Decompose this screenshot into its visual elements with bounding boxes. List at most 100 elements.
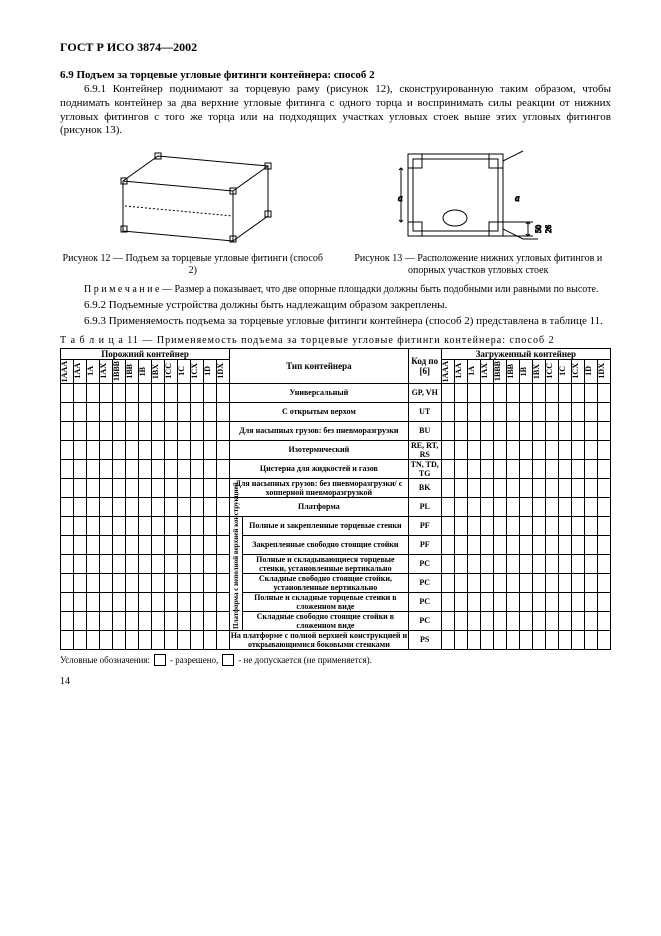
- cell: [441, 630, 454, 649]
- cell: [558, 573, 571, 592]
- cell: [87, 459, 100, 478]
- legend-text-c: - не допускается (не применяется).: [238, 655, 372, 665]
- code-cell: BU: [408, 421, 441, 440]
- cell: [191, 611, 204, 630]
- cell: [113, 573, 126, 592]
- type-cell: С открытым верхом: [230, 402, 409, 421]
- cell: [204, 630, 217, 649]
- col-right-1B: 1B: [519, 359, 532, 383]
- cell: [519, 611, 532, 630]
- cell: [74, 516, 87, 535]
- cell: [467, 573, 480, 592]
- cell: [204, 402, 217, 421]
- cell: [558, 402, 571, 421]
- cell: [519, 402, 532, 421]
- code-cell: PF: [408, 516, 441, 535]
- cell: [519, 497, 532, 516]
- cell: [480, 554, 493, 573]
- cell: [204, 497, 217, 516]
- cell: [87, 421, 100, 440]
- cell: [204, 516, 217, 535]
- cell: [139, 516, 152, 535]
- cell: [152, 516, 165, 535]
- cell: [165, 630, 178, 649]
- cell: [558, 459, 571, 478]
- cell: [584, 516, 597, 535]
- table-row: Закрепленные свободно стоящие стойкиPF: [61, 535, 611, 554]
- cell: [532, 402, 545, 421]
- cell: [204, 440, 217, 459]
- para-6-9-2: 6.9.2 Подъемные устройства должны быть н…: [60, 299, 611, 313]
- cell: [61, 554, 74, 573]
- col-right-1C: 1C: [558, 359, 571, 383]
- cell: [178, 421, 191, 440]
- cell: [152, 611, 165, 630]
- svg-text:26: 26: [544, 225, 553, 233]
- cell: [584, 459, 597, 478]
- col-right-1AX: 1AX: [480, 359, 493, 383]
- cell: [100, 516, 113, 535]
- cell: [545, 440, 558, 459]
- cell: [217, 573, 230, 592]
- cell: [532, 573, 545, 592]
- cell: [165, 554, 178, 573]
- cell: [441, 611, 454, 630]
- cell: [191, 497, 204, 516]
- cell: [467, 554, 480, 573]
- cell: [480, 535, 493, 554]
- cell: [493, 630, 506, 649]
- cell: [480, 459, 493, 478]
- cell: [558, 421, 571, 440]
- cell: [584, 440, 597, 459]
- cell: [152, 554, 165, 573]
- cell: [467, 630, 480, 649]
- table-row: Складные свободно стоящие стойки в сложе…: [61, 611, 611, 630]
- cell: [571, 421, 584, 440]
- cell: [100, 459, 113, 478]
- cell: [191, 383, 204, 402]
- cell: [100, 440, 113, 459]
- col-right-1BB: 1BB: [506, 359, 519, 383]
- cell: [493, 440, 506, 459]
- cell: [597, 383, 610, 402]
- cell: [165, 611, 178, 630]
- cell: [519, 516, 532, 535]
- type-cell: Закрепленные свободно стоящие стойки: [243, 535, 409, 554]
- cell: [61, 592, 74, 611]
- table-row: Для насыпных грузов: без пневморазгрузки…: [61, 421, 611, 440]
- cell: [441, 383, 454, 402]
- cell: [506, 535, 519, 554]
- cell: [139, 573, 152, 592]
- cell: [139, 611, 152, 630]
- figure-12-svg: [103, 146, 283, 246]
- cell: [597, 611, 610, 630]
- cell: [545, 497, 558, 516]
- cell: [545, 554, 558, 573]
- type-cell: Полные и складные торцевые стенки в слож…: [243, 592, 409, 611]
- cell: [519, 478, 532, 497]
- table-row: Складные свободно стоящие стойки, устано…: [61, 573, 611, 592]
- cell: [597, 421, 610, 440]
- cell: [100, 592, 113, 611]
- cell: [126, 592, 139, 611]
- cell: [165, 516, 178, 535]
- svg-text:a: a: [515, 193, 520, 203]
- cell: [571, 440, 584, 459]
- cell: [191, 478, 204, 497]
- cell: [441, 421, 454, 440]
- cell: [532, 611, 545, 630]
- cell: [139, 459, 152, 478]
- cell: [441, 459, 454, 478]
- cell: [467, 421, 480, 440]
- cell: [165, 497, 178, 516]
- col-left-1B: 1B: [139, 359, 152, 383]
- figure-12: Рисунок 12 — Подъем за торцевые угловые …: [60, 146, 326, 276]
- cell: [74, 497, 87, 516]
- cell: [191, 535, 204, 554]
- cell: [204, 459, 217, 478]
- table-row: ПлатформаPL: [61, 497, 611, 516]
- cell: [467, 478, 480, 497]
- cell: [467, 497, 480, 516]
- col-right-1AAA: 1AAA: [441, 359, 454, 383]
- cell: [126, 421, 139, 440]
